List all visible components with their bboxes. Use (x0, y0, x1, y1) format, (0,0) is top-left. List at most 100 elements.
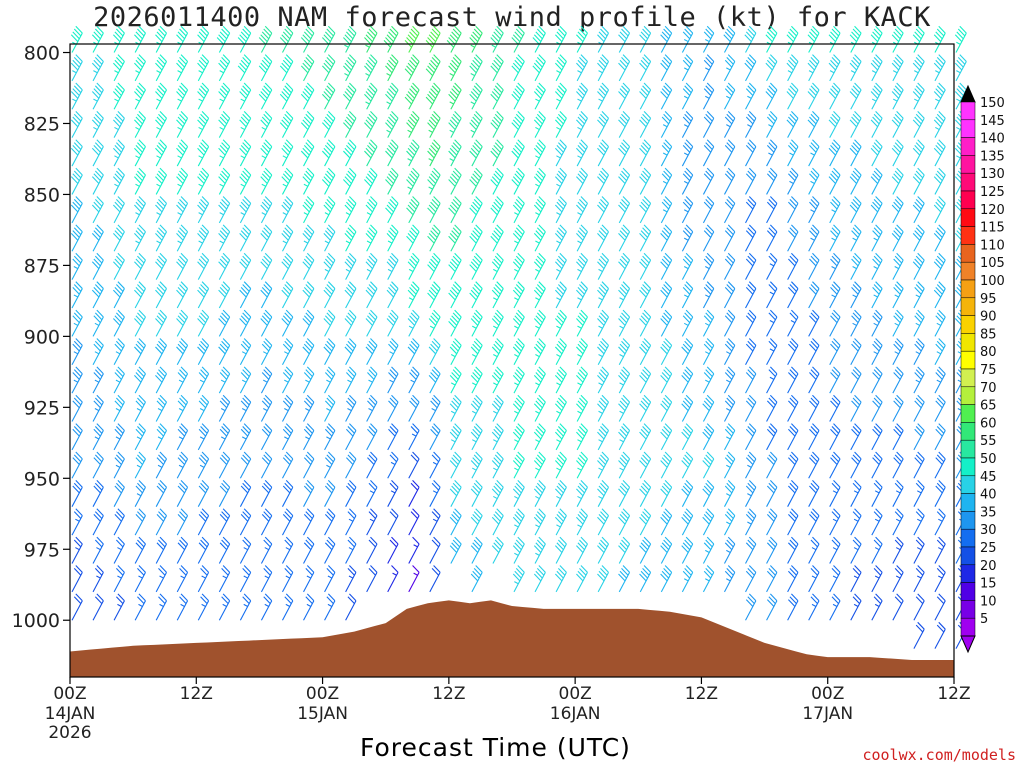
barb-feather (264, 167, 273, 176)
barb-staff (429, 117, 441, 138)
barb-staff (303, 61, 315, 82)
barb-feather (134, 34, 142, 42)
barb-feather (115, 113, 124, 122)
barb-staff (345, 174, 357, 195)
barb-feather (323, 346, 331, 355)
barb-feather (473, 28, 482, 37)
barb-feather (284, 454, 292, 463)
barb-feather (115, 511, 124, 519)
barb-feather (260, 34, 268, 42)
wind-barb (470, 338, 483, 366)
barb-feather (514, 315, 522, 323)
wind-barb (155, 480, 168, 507)
wind-barb (448, 54, 462, 82)
barb-feather (409, 116, 417, 125)
barb-feather (473, 482, 482, 491)
barb-feather (451, 457, 459, 465)
barb-feather (180, 423, 188, 431)
wind-barb (239, 451, 252, 479)
barb-feather (284, 85, 292, 94)
barb-feather (431, 454, 440, 463)
barb-half-feather (264, 575, 270, 579)
barb-feather (517, 565, 525, 573)
barb-staff (239, 259, 252, 280)
barb-feather (410, 85, 418, 94)
barb-staff (513, 117, 525, 138)
barb-feather (428, 34, 437, 42)
wind-barb (491, 536, 504, 564)
barb-staff (408, 487, 420, 507)
barb-feather (512, 573, 521, 582)
barb-feather (281, 176, 289, 184)
barb-feather (433, 309, 441, 318)
barb-feather (243, 423, 252, 431)
barb-staff (345, 430, 357, 451)
barb-half-feather (180, 575, 185, 579)
barb-feather (391, 167, 399, 176)
barb-feather (93, 201, 101, 210)
barb-feather (200, 142, 208, 150)
wind-barb (408, 423, 420, 451)
barb-feather (159, 309, 167, 318)
barb-staff (471, 203, 483, 224)
barb-feather (284, 255, 292, 264)
wind-barb (470, 451, 483, 479)
barb-feather (347, 340, 355, 349)
barb-feather (91, 176, 100, 184)
barb-feather (493, 343, 501, 352)
barb-feather (490, 179, 498, 187)
barb-feather (305, 57, 313, 65)
barb-feather (300, 93, 309, 102)
barb-feather (137, 142, 145, 150)
barb-feather (198, 457, 207, 465)
barb-feather (454, 423, 462, 431)
barb-feather (135, 286, 143, 295)
barb-feather (430, 286, 438, 295)
barb-feather (470, 119, 479, 128)
barb-feather (93, 258, 101, 267)
barb-staff (513, 32, 525, 53)
barb-feather (469, 207, 477, 216)
barb-half-feather (96, 575, 101, 579)
barb-feather (469, 150, 477, 159)
barb-half-feather (514, 524, 519, 528)
barb-feather (305, 454, 313, 463)
barb-feather (494, 170, 503, 179)
barb-feather (75, 196, 83, 204)
barb-feather (347, 312, 355, 321)
wind-barb (512, 196, 525, 224)
barb-feather (386, 233, 394, 241)
barb-feather (449, 147, 458, 156)
barb-feather (179, 397, 187, 406)
barb-feather (449, 176, 458, 184)
barb-staff (387, 316, 399, 337)
barb-feather (138, 54, 146, 62)
barb-staff (176, 32, 189, 53)
barb-feather (409, 258, 417, 267)
barb-feather (412, 451, 420, 460)
barb-staff (92, 401, 104, 422)
barb-half-feather (449, 158, 454, 162)
barb-feather (475, 224, 483, 233)
barb-feather (326, 340, 334, 349)
barb-feather (73, 198, 82, 207)
barb-feather (201, 366, 210, 375)
barb-feather (433, 224, 441, 233)
barb-feather (409, 400, 417, 409)
wind-barb (197, 451, 210, 479)
wind-barb (427, 252, 441, 280)
barb-staff (324, 430, 336, 451)
barb-feather (511, 122, 519, 130)
barb-feather (343, 150, 351, 159)
barb-staff (155, 316, 168, 337)
barb-staff (303, 117, 315, 138)
barb-feather (324, 201, 333, 210)
barb-feather (221, 511, 229, 519)
barb-feather (242, 369, 250, 377)
wind-barb (324, 536, 336, 564)
barb-staff (366, 458, 378, 479)
barb-feather (491, 204, 500, 213)
barb-feather (115, 340, 124, 349)
barb-feather (412, 338, 420, 346)
barb-feather (72, 201, 80, 210)
